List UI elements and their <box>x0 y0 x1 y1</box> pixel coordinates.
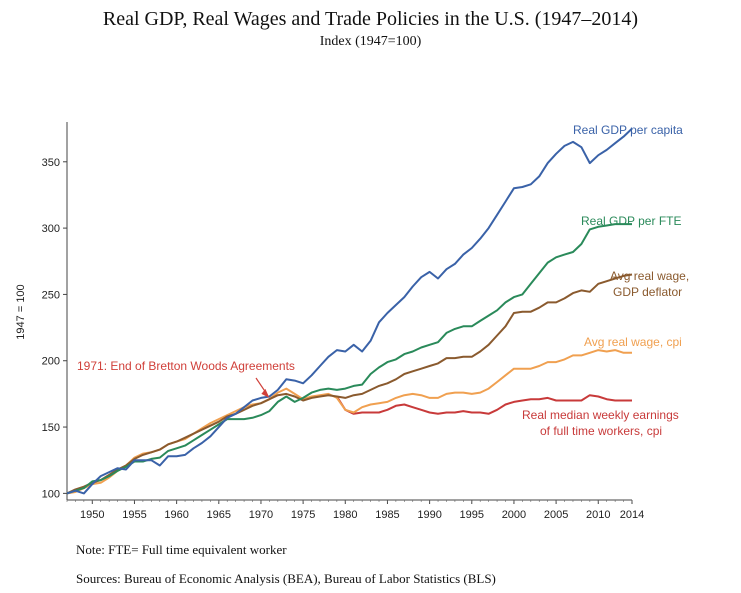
x-tick-label: 1980 <box>333 509 357 521</box>
series-line-gdp_per_capita <box>66 127 633 495</box>
x-tick-label: 2010 <box>586 509 610 521</box>
x-tick-label: 1950 <box>80 509 104 521</box>
series-line-wage_gdp_deflator <box>66 273 633 495</box>
series-line-gdp_per_fte <box>66 223 632 495</box>
y-tick-label: 250 <box>42 289 60 301</box>
series-label-wage_cpi: Avg real wage, cpi <box>584 335 682 349</box>
x-tick-label: 1955 <box>122 509 146 521</box>
y-tick-label: 100 <box>42 488 60 500</box>
series-label-median_weekly: Real median weekly earnings <box>522 408 679 422</box>
chart-title: Real GDP, Real Wages and Trade Policies … <box>102 8 639 30</box>
series-label-gdp_per_capita: Real GDP per capita <box>573 123 683 137</box>
annotation-arrowhead <box>261 388 270 398</box>
series-label-median_weekly: of full time workers, cpi <box>540 424 662 438</box>
x-tick-label: 1960 <box>164 509 188 521</box>
x-tick-label: 2014 <box>620 509 644 521</box>
series-label-wage_gdp_deflator: Avg real wage, <box>610 269 689 283</box>
x-tick-label: 2000 <box>502 509 526 521</box>
x-tick-label: 1975 <box>291 509 315 521</box>
x-tick-label: 1995 <box>460 509 484 521</box>
annotation-text: 1971: End of Bretton Woods Agreements <box>77 359 295 373</box>
series-label-wage_gdp_deflator: GDP deflator <box>613 285 682 299</box>
x-tick-label: 1985 <box>375 509 399 521</box>
x-tick-label: 1965 <box>207 509 231 521</box>
footnote: Note: FTE= Full time equivalent worker <box>76 542 287 557</box>
series-label-gdp_per_fte: Real GDP per FTE <box>581 214 681 228</box>
y-tick-label: 300 <box>42 223 60 235</box>
sources-note: Sources: Bureau of Economic Analysis (BE… <box>76 571 496 586</box>
x-tick-label: 1990 <box>417 509 441 521</box>
x-tick-label: 1970 <box>249 509 273 521</box>
x-tick-label: 2005 <box>544 509 568 521</box>
series-line-median_weekly <box>336 394 632 415</box>
y-axis-label: 1947 = 100 <box>15 284 27 339</box>
y-tick-label: 350 <box>42 157 60 169</box>
y-tick-label: 150 <box>42 422 60 434</box>
chart-subtitle: Index (1947=100) <box>319 34 422 49</box>
y-tick-label: 200 <box>42 356 60 368</box>
